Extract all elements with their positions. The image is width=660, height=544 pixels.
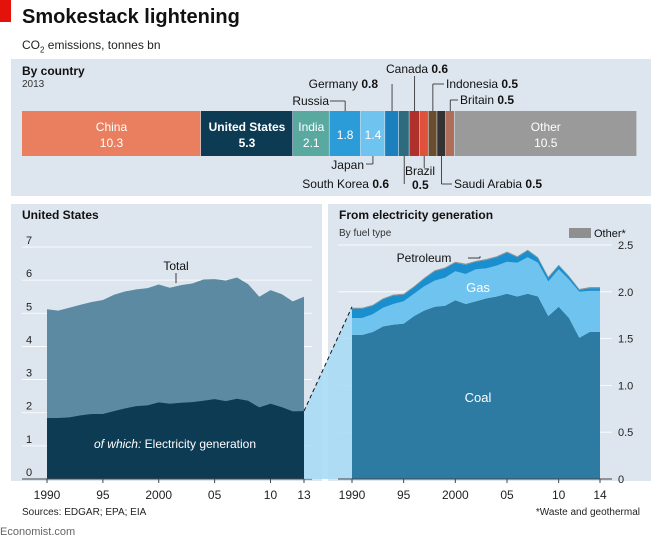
elec-legend-swatch-other (569, 228, 591, 238)
elec-legend-label-other: Other* (594, 228, 627, 240)
us-ytick-3: 3 (26, 368, 32, 380)
bar-value-russia: 1.8 (337, 128, 354, 142)
chart-subtitle: CO2 emissions, tonnes bn (22, 38, 161, 55)
us-ytick-2: 2 (26, 401, 32, 413)
elec-area-coal (352, 293, 600, 479)
bar-value-us: 5.3 (239, 136, 256, 150)
us-electricity-area (47, 398, 304, 479)
elec-ytick-5: 2.5 (618, 240, 633, 252)
elec-ytick-2: 1.0 (618, 380, 633, 392)
bar-segment-us (200, 111, 293, 156)
us-xtick-4: 10 (264, 488, 278, 502)
us-xtick-1: 95 (96, 488, 110, 502)
elec-xtick-5: 14 (593, 488, 607, 502)
elec-ytick-3: 1.5 (618, 334, 633, 346)
elec-ytick-1: 0.5 (618, 427, 633, 439)
economist-logo: Economist.com (0, 526, 76, 538)
bar-segment-britain (445, 111, 454, 156)
elec-ytick-0: 0 (618, 474, 624, 486)
us-xtick-0: 1990 (34, 488, 61, 502)
us-ytick-7: 7 (26, 235, 32, 247)
by-country-year: 2013 (22, 79, 45, 90)
connector-band (304, 306, 352, 479)
elec-label-petroleum: Petroleum (397, 251, 452, 265)
bar-segment-india (293, 111, 329, 156)
elec-xtick-4: 10 (552, 488, 566, 502)
callout-canada-label: Canada 0.6 (386, 62, 448, 76)
callout-japan-label: Japan (331, 158, 364, 172)
us-ytick-0: 0 (26, 467, 32, 479)
us-ytick-6: 6 (26, 268, 32, 280)
elec-xtick-1: 95 (397, 488, 411, 502)
callout-southkorea-label: South Korea 0.6 (302, 177, 389, 191)
footnote: *Waste and geothermal (535, 507, 640, 518)
elec-label-gas: Gas (466, 280, 490, 295)
us-elec-label: of which: Electricity generation (94, 437, 256, 451)
bar-segment-germany (385, 111, 399, 156)
bar-label-india: India (298, 120, 324, 134)
bar-segment-southkorea (398, 111, 409, 156)
us-panel-title: United States (22, 208, 99, 222)
bar-value-other: 10.5 (534, 136, 558, 150)
us-ytick-4: 4 (26, 334, 32, 346)
callout-brazil-value: 0.5 (412, 178, 429, 192)
callout-germany-label: Germany 0.8 (309, 77, 379, 91)
bar-value-japan: 1.4 (365, 128, 382, 142)
brand-tag (0, 0, 11, 22)
bar-value-china: 10.3 (100, 136, 124, 150)
callout-britain-label: Britain 0.5 (460, 93, 514, 107)
bar-segment-china (22, 111, 201, 156)
bar-segment-canada (409, 111, 420, 156)
by-country-label: By country (22, 64, 85, 78)
us-total-label: Total (163, 259, 188, 273)
bar-segment-saudi (437, 111, 446, 156)
elec-area-petroleum (352, 250, 600, 318)
bar-segment-japan (360, 111, 385, 156)
bar-segment-indonesia (428, 111, 437, 156)
callout-saudi-label: Saudi Arabia 0.5 (454, 177, 542, 191)
elec-area-gas (352, 257, 600, 338)
chart-title: Smokestack lightening (22, 6, 240, 28)
elec-xtick-3: 05 (500, 488, 514, 502)
elec-ytick-4: 2.0 (618, 287, 633, 299)
connector-line (303, 306, 353, 412)
callout-indonesia-label: Indonesia 0.5 (446, 77, 518, 91)
elec-xtick-2: 2000 (442, 488, 469, 502)
us-ytick-5: 5 (26, 301, 32, 313)
elec-panel-title: From electricity generation (339, 208, 494, 222)
bar-label-other: Other (531, 120, 561, 134)
callout-russia-label: Russia (292, 94, 329, 108)
elec-label-coal: Coal (465, 390, 492, 405)
bar-label-china: China (96, 120, 128, 134)
us-xtick-5: 13 (297, 488, 311, 502)
bar-segment-brazil (419, 111, 428, 156)
us-ytick-1: 1 (26, 434, 32, 446)
callout-brazil-label: Brazil (405, 164, 435, 178)
bar-segment-other (454, 111, 637, 156)
us-xtick-2: 2000 (145, 488, 172, 502)
sources-note: Sources: EDGAR; EPA; EIA (22, 507, 147, 518)
bar-label-us: United States (209, 120, 286, 134)
elec-area-other (352, 249, 600, 309)
elec-xtick-0: 1990 (339, 488, 366, 502)
elec-panel-subtitle: By fuel type (339, 228, 392, 239)
us-xtick-3: 05 (208, 488, 222, 502)
bar-value-india: 2.1 (303, 136, 320, 150)
bar-segment-russia (329, 111, 361, 156)
